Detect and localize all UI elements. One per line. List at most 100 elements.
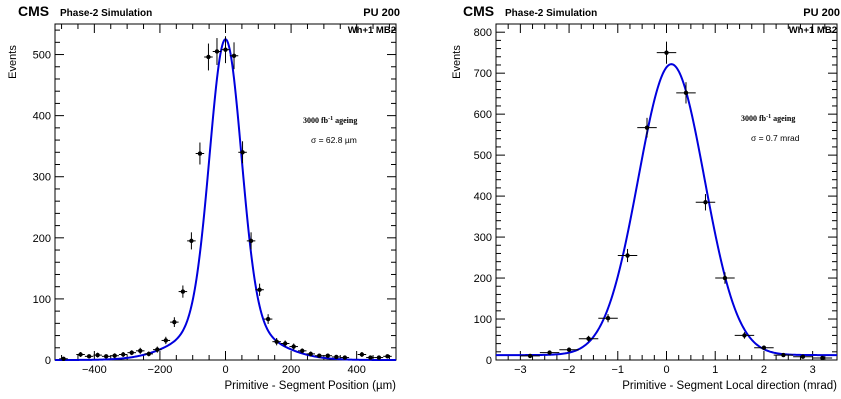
data-point	[101, 354, 111, 359]
data-marker	[257, 287, 262, 292]
ageing-label: 3000 fb-1 ageing	[741, 114, 795, 123]
y-tick-label: 600	[474, 109, 492, 121]
data-marker	[214, 49, 220, 54]
fit-curve	[55, 38, 396, 361]
data-point	[297, 348, 307, 354]
data-marker	[664, 50, 669, 55]
y-tick-label: 300	[33, 172, 51, 184]
y-tick-label: 0	[486, 355, 492, 367]
fit-curve	[496, 63, 837, 357]
data-point	[135, 347, 145, 354]
x-tick-label: −200	[148, 364, 173, 376]
data-point	[246, 232, 256, 250]
x-axis-label: Primitive - Segment Local direction (mra…	[622, 380, 837, 392]
data-marker	[566, 347, 572, 352]
y-tick-label: 100	[474, 314, 492, 326]
data-marker	[163, 338, 169, 343]
data-marker	[547, 350, 552, 355]
data-point	[383, 354, 392, 359]
data-marker	[385, 354, 390, 359]
data-point	[229, 42, 239, 70]
y-tick-label: 500	[474, 150, 492, 162]
data-marker	[61, 356, 66, 361]
x-tick-label: 2	[761, 364, 767, 376]
y-tick-label: 700	[474, 68, 492, 80]
data-marker	[605, 316, 611, 321]
sigma-label: σ = 0.7 mrad	[751, 133, 800, 143]
data-marker	[240, 150, 245, 155]
data-point	[539, 350, 560, 355]
y-tick-label: 300	[474, 232, 492, 244]
x-tick-label: 1	[712, 364, 718, 376]
data-point	[315, 353, 324, 358]
data-point	[754, 345, 774, 350]
data-marker	[800, 354, 806, 359]
data-point	[812, 355, 833, 361]
data-point	[204, 43, 213, 71]
data-marker	[291, 344, 296, 349]
y-tick-label: 0	[45, 355, 51, 367]
data-point	[695, 194, 716, 211]
data-point	[676, 82, 696, 104]
data-marker	[342, 355, 348, 360]
data-point	[617, 248, 638, 263]
data-marker	[172, 319, 177, 325]
data-point	[773, 352, 794, 358]
data-marker	[265, 316, 271, 322]
data-marker	[274, 339, 279, 344]
data-marker	[248, 238, 254, 244]
data-marker	[95, 352, 100, 358]
x-tick-label: −2	[563, 364, 576, 376]
data-point	[637, 117, 657, 138]
data-marker	[527, 353, 533, 359]
data-marker	[761, 345, 767, 350]
data-point	[598, 314, 618, 323]
data-point	[289, 343, 298, 350]
data-point	[178, 285, 188, 298]
data-point	[238, 141, 247, 164]
data-marker	[334, 354, 339, 360]
data-marker	[300, 348, 305, 354]
data-point	[793, 354, 813, 359]
chart-panel-position: CMS Phase-2 Simulation PU 200 Wh+1 MB2 3…	[7, 3, 400, 392]
station-label: Wh+1 MB2	[348, 25, 396, 36]
x-tick-label: −1	[612, 364, 625, 376]
x-tick-label: −3	[514, 364, 527, 376]
data-marker	[223, 47, 228, 52]
plot-frame	[54, 23, 397, 361]
data-point	[520, 353, 540, 359]
data-point	[332, 354, 341, 360]
chart-panel-direction: CMS Phase-2 Simulation PU 200 Wh+1 MB2 3…	[451, 3, 840, 392]
data-marker	[376, 355, 382, 360]
data-marker	[206, 54, 211, 60]
y-tick-label: 400	[474, 191, 492, 203]
data-marker	[138, 348, 143, 354]
data-point	[161, 336, 171, 345]
data-point	[734, 332, 755, 339]
data-point	[195, 142, 205, 165]
data-point	[118, 352, 128, 357]
data-marker	[359, 352, 365, 357]
data-marker	[112, 353, 117, 358]
y-tick-label: 200	[474, 273, 492, 285]
data-marker	[703, 200, 708, 205]
data-marker	[683, 90, 689, 96]
data-point	[578, 335, 599, 342]
data-marker	[86, 354, 92, 359]
data-marker	[781, 352, 786, 358]
x-axis-label: Primitive - Segment Position (µm)	[224, 380, 396, 392]
data-marker	[722, 275, 728, 281]
sigma-label: σ = 62.8 µm	[311, 135, 357, 145]
data-point	[153, 346, 162, 353]
data-marker	[180, 289, 186, 294]
data-point	[76, 352, 85, 357]
data-marker	[308, 351, 313, 357]
data-marker	[129, 350, 134, 355]
x-tick-label: 0	[663, 364, 669, 376]
y-axis-label: Events	[451, 45, 463, 79]
data-marker	[146, 351, 151, 357]
cms-label: CMS	[18, 3, 49, 19]
data-point	[323, 353, 333, 358]
data-marker	[586, 336, 591, 341]
